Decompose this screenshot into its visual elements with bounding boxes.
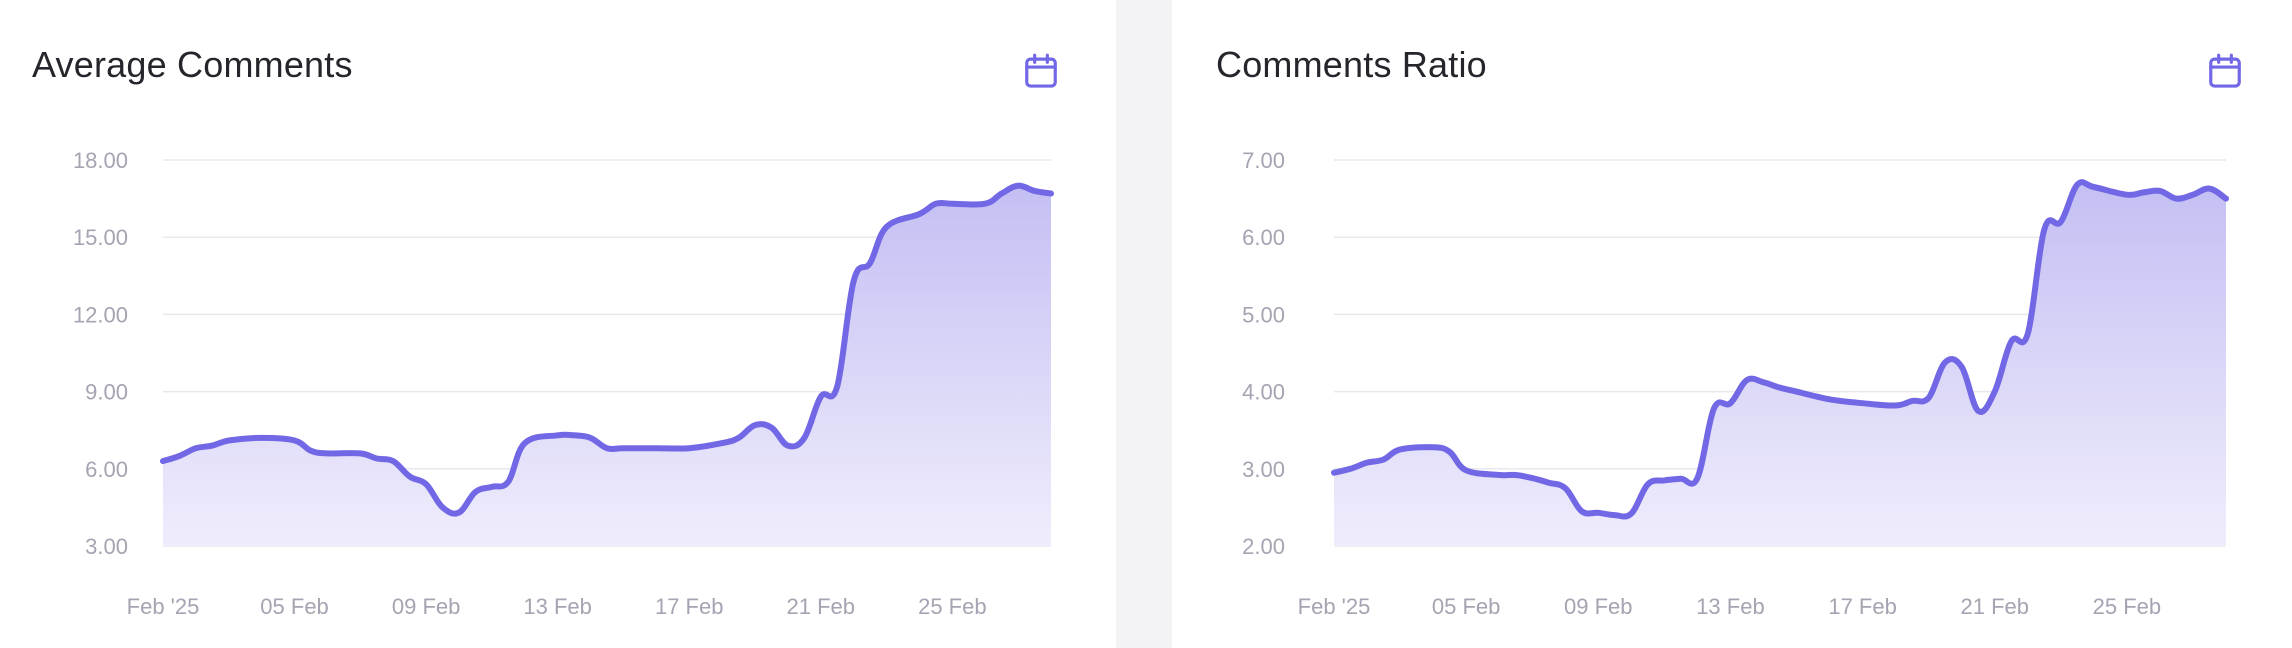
x-tick-label: 13 Feb — [1696, 594, 1765, 619]
y-tick-label: 18.00 — [73, 148, 128, 173]
y-tick-label: 3.00 — [1242, 457, 1285, 482]
x-tick-label: 13 Feb — [523, 594, 592, 619]
calendar-icon[interactable] — [1022, 52, 1060, 90]
x-tick-label: 25 Feb — [918, 594, 987, 619]
y-tick-label: 2.00 — [1242, 534, 1285, 559]
x-tick-label: 05 Feb — [260, 594, 329, 619]
y-tick-label: 5.00 — [1242, 302, 1285, 327]
y-tick-label: 4.00 — [1242, 380, 1285, 405]
calendar-icon[interactable] — [2206, 52, 2244, 90]
x-tick-label: 17 Feb — [655, 594, 724, 619]
comments-ratio-chart: 2.00 3.00 4.00 5.00 6.00 7.00 Feb '25 05 Feb 09 … — [1242, 148, 2229, 619]
x-tick-label: 05 Feb — [1432, 594, 1501, 619]
y-tick-label: 6.00 — [85, 457, 128, 482]
chart-title: Comments Ratio — [1216, 44, 1487, 85]
y-tick-label: 9.00 — [85, 380, 128, 405]
y-tick-label: 7.00 — [1242, 148, 1285, 173]
x-tick-label: Feb '25 — [1298, 594, 1371, 619]
average-comments-chart: 3.00 6.00 9.00 12.00 15.00 18.00 Feb '25 05 Feb… — [73, 148, 1054, 619]
series-area — [163, 185, 1051, 546]
x-tick-label: 17 Feb — [1828, 594, 1897, 619]
y-tick-label: 15.00 — [73, 225, 128, 250]
y-tick-label: 12.00 — [73, 302, 128, 327]
x-tick-label: 09 Feb — [392, 594, 461, 619]
series-area — [1334, 182, 2226, 546]
series-line — [160, 182, 1054, 517]
x-tick-label: 21 Feb — [1960, 594, 2029, 619]
chart-title: Average Comments — [32, 44, 353, 85]
x-tick-label: 25 Feb — [2093, 594, 2162, 619]
y-tick-label: 6.00 — [1242, 225, 1285, 250]
series-line — [1331, 179, 2229, 520]
y-tick-label: 3.00 — [85, 534, 128, 559]
average-comments-panel: Average Comments 3.00 6.00 9.00 12.00 15.00 1… — [0, 0, 1116, 648]
comments-ratio-panel: Comments Ratio 2.00 3.00 4.00 5.00 6.00 7.00 F… — [1172, 0, 2292, 648]
x-tick-label: 21 Feb — [787, 594, 856, 619]
x-tick-label: 09 Feb — [1564, 594, 1633, 619]
x-tick-label: Feb '25 — [127, 594, 200, 619]
